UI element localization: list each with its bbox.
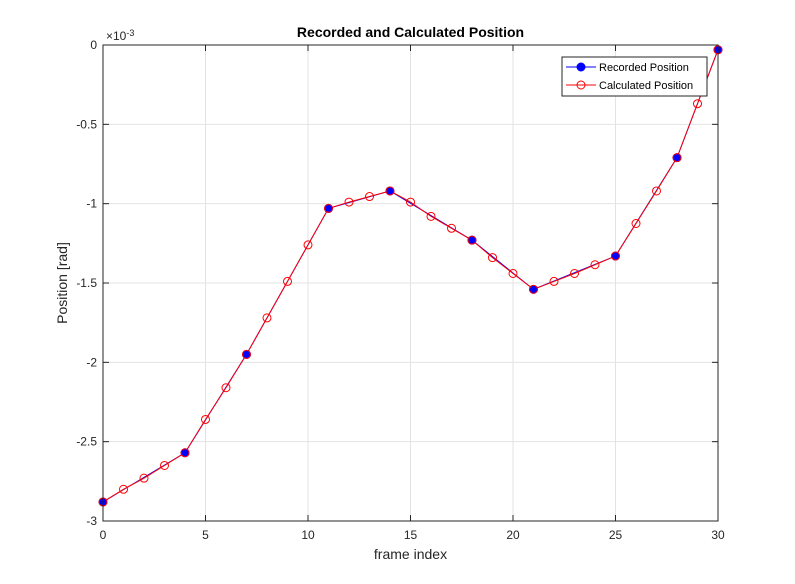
series-point-1 [631, 219, 641, 228]
chart-title: Recorded and Calculated Position [297, 24, 524, 40]
y-exponent-base: ×10 [106, 29, 127, 43]
y-axis-label: Position [rad] [54, 242, 70, 324]
x-tick-label: 30 [711, 528, 725, 542]
series-point-1 [590, 260, 600, 270]
series-point-1 [672, 153, 682, 163]
series-point-1 [508, 268, 518, 278]
y-tick-label: -1.5 [76, 276, 97, 290]
x-axis-label: frame index [374, 546, 447, 562]
series-point-1 [180, 448, 190, 458]
series-point-1 [303, 240, 313, 250]
series-point-1 [570, 268, 579, 278]
y-tick-label: -3 [86, 514, 97, 528]
series-point-1 [201, 414, 210, 424]
x-tick-label: 5 [202, 528, 209, 542]
legend-label-calculated: Calculated Position [599, 80, 693, 92]
grid [103, 45, 718, 521]
series-point-1 [324, 203, 333, 213]
x-tick-label: 10 [301, 528, 315, 542]
series-point-1 [652, 186, 661, 196]
legend-marker-recorded [576, 62, 586, 72]
series-point-1 [488, 253, 497, 263]
y-exponent-label: ×10-3 [106, 28, 134, 43]
series-point-1 [385, 186, 395, 196]
legend-label-recorded: Recorded Position [599, 62, 689, 74]
legend-marker-calculated [576, 80, 586, 90]
series-point-1 [365, 192, 374, 202]
series-point-1 [447, 223, 456, 233]
x-tick-label: 25 [609, 528, 623, 542]
series-point-1 [529, 284, 538, 294]
series-point-1 [426, 211, 436, 221]
legend-box [561, 56, 708, 97]
series-point-1 [221, 383, 231, 393]
y-tick-label: -2 [86, 355, 97, 369]
x-tick-label: 15 [404, 528, 418, 542]
y-tick-label: 0 [90, 38, 97, 52]
y-exponent-power: -3 [126, 28, 134, 38]
series-point-1 [344, 197, 354, 207]
series-point-1 [549, 276, 559, 286]
series-point-1 [139, 473, 149, 483]
series-point-1 [160, 460, 169, 470]
series-point-1 [119, 484, 128, 494]
y-tick-label: -1 [86, 197, 97, 211]
series-point-1 [283, 276, 292, 286]
series-layer [98, 45, 723, 507]
x-tick-label: 20 [506, 528, 520, 542]
legend: Recorded Position Calculated Position [561, 56, 708, 97]
series-point-1 [406, 197, 415, 207]
series-point-1 [611, 251, 620, 261]
series-point-1 [693, 99, 702, 109]
y-tick-label: -0.5 [76, 117, 97, 131]
series-point-1 [467, 235, 477, 245]
ticks: 0 5 10 15 20 25 30 -3 -2.5 -2 -1.5 -1 -0.5 0 [76, 38, 725, 542]
y-tick-label: -2.5 [76, 435, 97, 449]
series-point-1 [262, 313, 272, 323]
x-tick-label: 0 [100, 528, 107, 542]
series-point-1 [242, 349, 251, 359]
